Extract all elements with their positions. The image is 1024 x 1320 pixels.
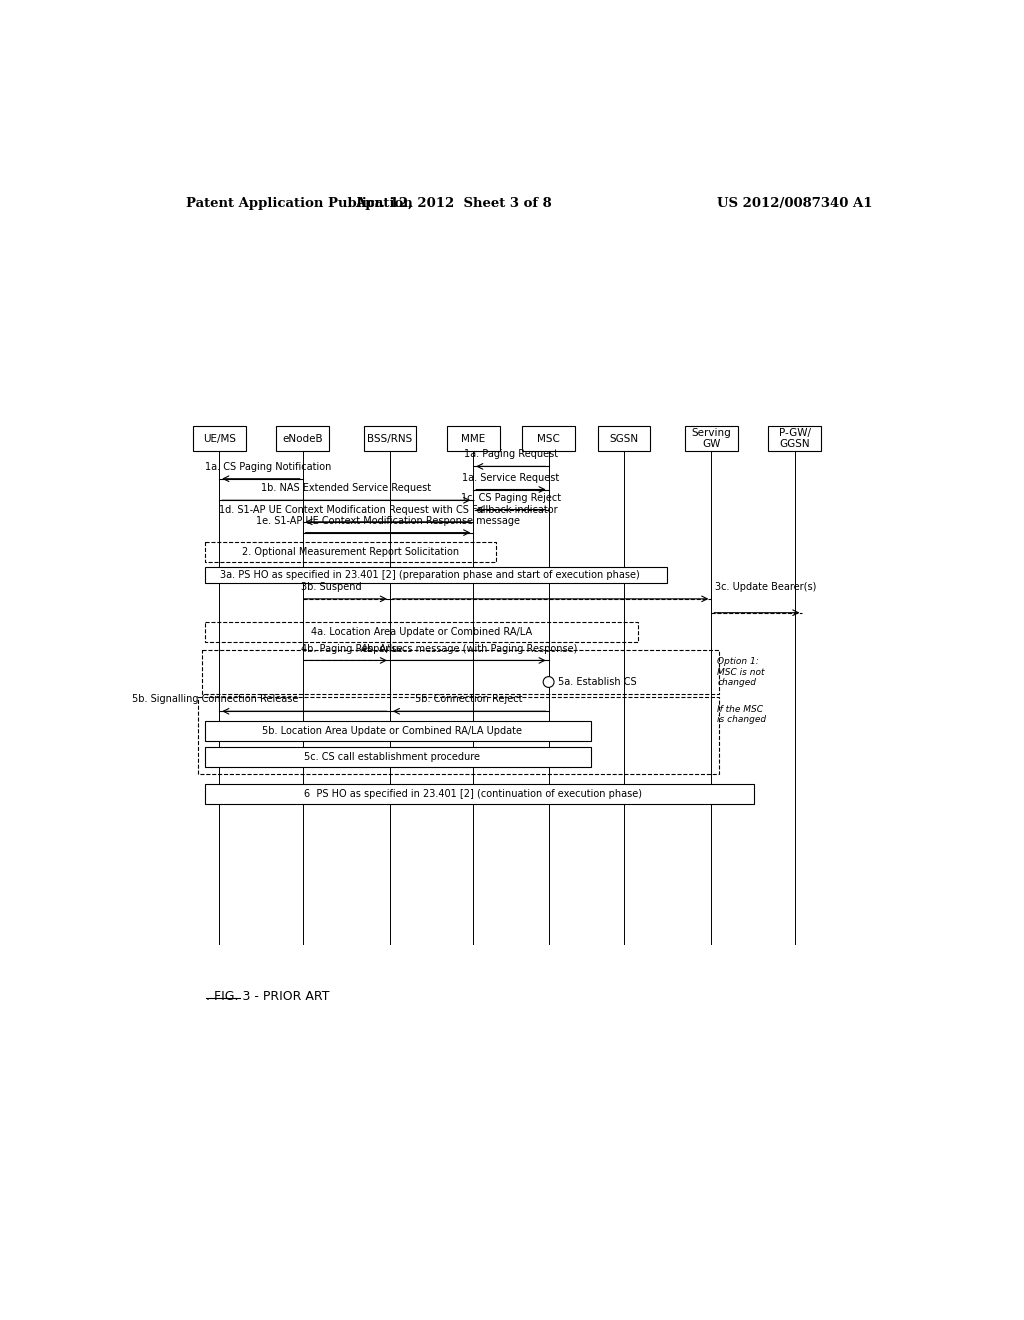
Text: MME: MME [461,434,485,444]
Text: 1a. Service Request: 1a. Service Request [462,473,559,483]
Bar [206,721,591,741]
Text: 3a. PS HO as specified in 23.401 [2] (preparation phase and start of execution p: 3a. PS HO as specified in 23.401 [2] (pr… [219,570,639,579]
Text: 1d. S1-AP UE Context Modification Request with CS Fallback indicator: 1d. S1-AP UE Context Modification Reques… [218,506,557,515]
Text: 4a. Location Area Update or Combined RA/LA: 4a. Location Area Update or Combined RA/… [311,627,532,638]
Text: 5b. Connection Reject: 5b. Connection Reject [416,694,523,705]
Text: eNodeB: eNodeB [283,434,323,444]
Text: 5a. Establish CS: 5a. Establish CS [558,677,637,686]
Bar [206,622,638,642]
Bar [206,747,591,767]
Bar [193,426,246,451]
Circle shape [543,677,554,688]
Bar [276,426,329,451]
Bar [446,426,500,451]
Text: SGSN: SGSN [609,434,639,444]
Bar [768,426,821,451]
Text: UE/MS: UE/MS [203,434,236,444]
Text: 1c. CS Paging Reject: 1c. CS Paging Reject [461,492,561,503]
Text: 5b. Signalling Connection Release: 5b. Signalling Connection Release [132,694,299,705]
Text: 1a. CS Paging Notification: 1a. CS Paging Notification [206,462,332,471]
Bar [364,426,416,451]
Text: Option 1:
MSC is not
changed: Option 1: MSC is not changed [718,657,765,688]
Text: Serving
GW: Serving GW [691,428,731,449]
Text: 5b. Location Area Update or Combined RA/LA Update: 5b. Location Area Update or Combined RA/… [262,726,521,735]
Text: Patent Application Publication: Patent Application Publication [186,197,413,210]
Text: 4b. Paging Response: 4b. Paging Response [301,644,402,653]
Text: 2. Optional Measurement Report Solicitation: 2. Optional Measurement Report Solicitat… [242,546,459,557]
Text: US 2012/0087340 A1: US 2012/0087340 A1 [717,197,872,210]
Bar [206,784,754,804]
Text: 1e. S1-AP UE Context Modification Response message: 1e. S1-AP UE Context Modification Respon… [256,516,520,525]
Text: . FIG. 3 - PRIOR ART: . FIG. 3 - PRIOR ART [206,990,329,1003]
Bar [198,697,719,775]
Text: 4b. A/Iu-cs message (with Paging Response): 4b. A/Iu-cs message (with Paging Respons… [361,644,578,653]
Text: 3c. Update Bearer(s): 3c. Update Bearer(s) [715,582,816,591]
Bar [206,566,667,583]
Bar [202,649,719,694]
Text: If the MSC
is changed: If the MSC is changed [718,705,767,725]
Text: 1a. Paging Request: 1a. Paging Request [464,450,558,459]
Text: MSC: MSC [538,434,560,444]
Bar [598,426,650,451]
Text: 5c. CS call establishment procedure: 5c. CS call establishment procedure [304,751,479,762]
Bar [685,426,737,451]
Bar [522,426,574,451]
Bar [206,543,497,562]
Text: BSS/RNS: BSS/RNS [368,434,413,444]
Text: 1b. NAS Extended Service Request: 1b. NAS Extended Service Request [261,483,431,494]
Text: 3b. Suspend: 3b. Suspend [301,582,361,591]
Text: P-GW/
GGSN: P-GW/ GGSN [778,428,811,449]
Text: 6  PS HO as specified in 23.401 [2] (continuation of execution phase): 6 PS HO as specified in 23.401 [2] (cont… [304,788,642,799]
Text: Apr. 12, 2012  Sheet 3 of 8: Apr. 12, 2012 Sheet 3 of 8 [355,197,552,210]
